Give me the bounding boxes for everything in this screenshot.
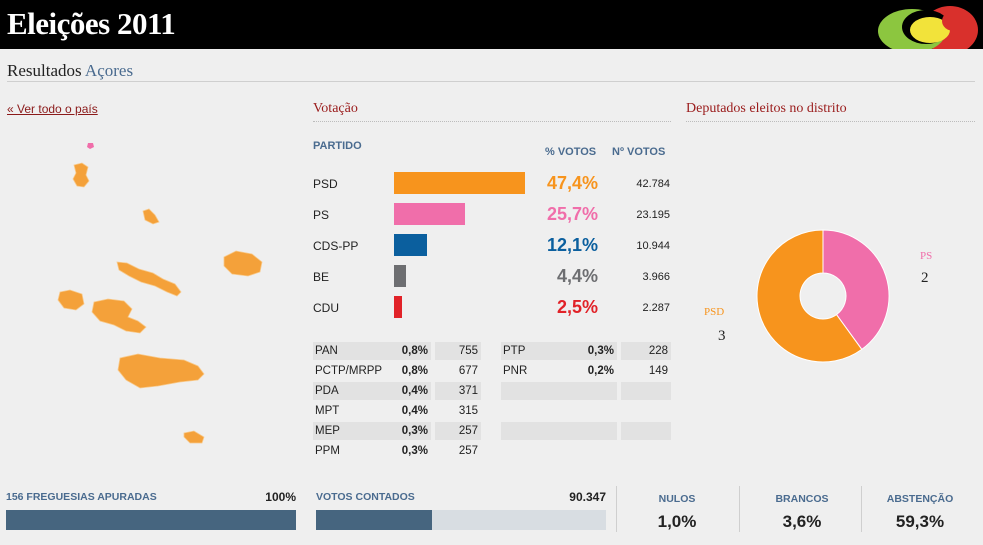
divider [313,121,671,122]
freguesias-progress-bar [6,510,296,530]
minor-party-votes: 257 [458,445,478,457]
minor-party-empty-cell [621,422,671,440]
minor-party-name: PPM [315,445,340,457]
votos-progress-fill [316,510,432,530]
minor-party-name: PNR [503,365,528,377]
minor-party-percent: 0,4% [369,382,431,400]
minor-party-votes: 228 [621,342,671,360]
column-header-percent: % VOTOS [545,146,597,158]
minor-party-votes: 755 [435,342,481,360]
minor-party-votes: 257 [435,422,481,440]
brancos-value: 3,6% [782,512,822,531]
votos-value: 90.347 [569,490,606,504]
results-heading: Resultados Açores [7,61,133,81]
party-votes: 42.784 [636,178,670,190]
party-votes: 3.966 [642,271,670,283]
party-bar [394,203,465,225]
votacao-title: Votação [313,101,358,116]
page-title: Eleições 2011 [7,6,176,41]
back-to-country-link[interactable]: « Ver todo o país [7,102,98,116]
party-votes: 23.195 [636,209,670,221]
minor-party-empty-row [501,422,617,440]
party-bar [394,234,427,256]
divider [739,486,740,532]
divider [686,121,975,122]
minor-party-empty-cell [621,402,671,420]
region-name: Açores [84,61,134,80]
abstencao-value: 59,3% [895,512,945,531]
seats-donut-chart [756,229,890,363]
minor-party-empty-row [501,382,617,400]
minor-party-votes: 677 [458,365,478,377]
results-label: Resultados [7,61,82,80]
abstencao-label: ABSTENÇÃO [886,493,954,505]
minor-party-votes: 315 [458,405,478,417]
minor-party-name: MPT [315,405,340,417]
seat-label-ps: PS [920,250,933,262]
party-votes: 10.944 [636,240,670,252]
donut-slice-ps [822,229,890,351]
minor-party-percent: 0,3% [369,422,431,440]
party-name: PSD [313,177,338,191]
party-votes: 2.287 [642,302,670,314]
party-percent: 2,5% [556,297,598,317]
party-name: CDU [313,301,339,315]
votos-label: VOTOS CONTADOS [316,491,415,503]
minor-party-percent: 0,2% [587,365,614,377]
divider [616,486,617,532]
party-bar [394,265,406,287]
donut-slice-psd [756,229,863,363]
minor-party-votes: 149 [648,365,668,377]
minor-party-percent: 0,3% [401,445,428,457]
party-name: CDS-PP [313,239,359,253]
minor-party-empty-row [501,402,617,420]
elections-logo-icon [878,6,978,49]
party-percent: 47,4% [546,173,598,193]
minor-party-empty-cell [621,382,671,400]
freguesias-label: 156 FREGUESIAS APURADAS [6,491,157,503]
party-bar [394,172,525,194]
top-bar: Eleições 2011 [0,0,983,49]
seat-count-ps: 2 [921,270,929,286]
party-bar [394,296,402,318]
divider [861,486,862,532]
column-header-party: PARTIDO [313,140,362,152]
party-name: PS [313,208,330,222]
nulos-value: 1,0% [657,512,697,531]
brancos-label: BRANCOS [775,493,829,505]
column-header-votes: Nº VOTOS [612,146,666,158]
minor-party-name: PCTP/MRPP [315,365,383,377]
deputados-title: Deputados eleitos no distrito [686,101,847,116]
party-name: BE [313,270,330,284]
minor-party-percent: 0,8% [401,365,428,377]
seat-label-psd: PSD [704,306,725,318]
minor-party-percent: 0,4% [401,405,428,417]
party-percent: 12,1% [546,235,598,255]
party-percent: 4,4% [556,266,598,286]
minor-party-percent: 0,3% [560,342,617,360]
minor-party-percent: 0,8% [369,342,431,360]
divider [7,81,975,82]
party-percent: 25,7% [546,204,598,224]
votos-progress-bar [316,510,606,530]
minor-party-votes: 371 [435,382,481,400]
nulos-label: NULOS [658,493,696,505]
azores-map[interactable] [0,130,300,460]
freguesias-value: 100% [265,490,296,504]
freguesias-progress-fill [6,510,296,530]
seat-count-psd: 3 [718,328,726,344]
